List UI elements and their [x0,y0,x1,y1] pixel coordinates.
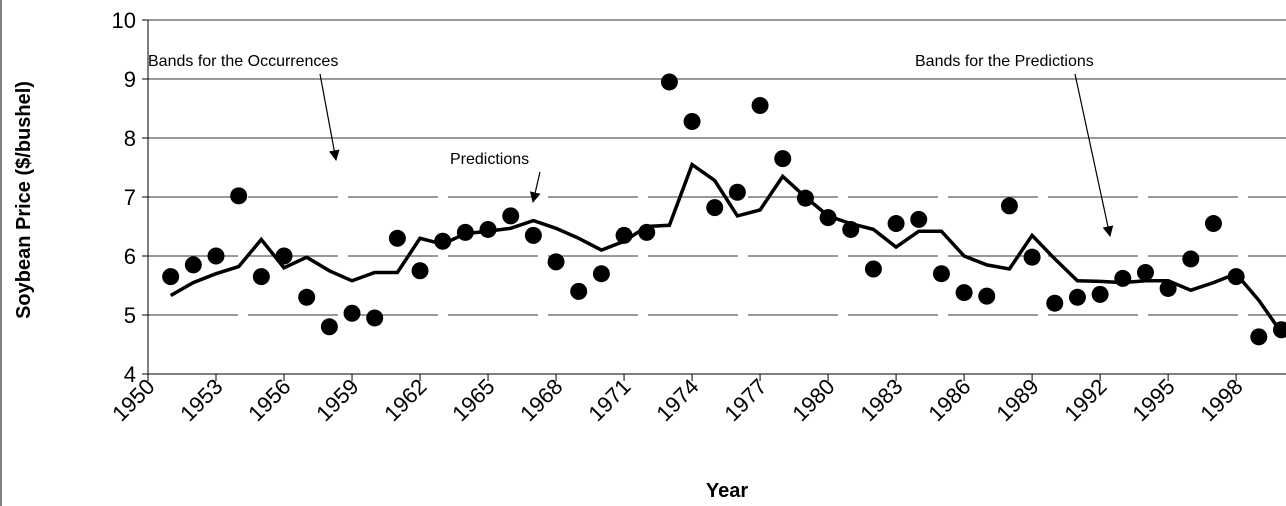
data-point [1046,294,1064,312]
data-point [1136,264,1154,282]
data-point [184,256,202,274]
data-point [320,318,338,336]
x-tick-label: 1983 [855,374,907,426]
prediction-line [169,161,1283,334]
data-point [388,229,406,247]
data-point [955,284,973,302]
x-tick-label: 1968 [515,374,567,426]
data-point [1159,279,1177,297]
x-tick-label: 1986 [923,374,975,426]
data-point [1000,197,1018,215]
data-point [1068,288,1086,306]
data-point [774,150,792,168]
data-point [615,226,633,244]
y-tick-label: 4 [124,362,136,387]
data-point [343,304,361,322]
annotation: Bands for the Predictions [915,53,1094,70]
data-point [1204,215,1222,233]
annotation-arrow [529,171,541,204]
x-tick-label: 1995 [1127,374,1179,426]
data-point [1250,328,1268,346]
x-tick-label: 1974 [651,374,703,426]
data-point [502,207,520,225]
data-point [275,247,293,265]
data-point [456,223,474,241]
data-point [592,265,610,283]
x-tick-label: 1959 [311,374,363,426]
data-point [1182,250,1200,268]
annotation: Bands for the Occurrences [148,53,338,70]
data-point [1227,268,1245,286]
x-tick-label: 1989 [991,374,1043,426]
data-point [819,209,837,227]
data-point [207,247,225,265]
x-tick-label: 1953 [175,374,227,426]
annotation: Predictions [450,151,529,168]
y-tick-label: 6 [124,244,136,269]
data-point [570,282,588,300]
data-point [1114,269,1132,287]
data-point [434,232,452,250]
data-point [910,210,928,228]
data-point [230,187,248,205]
y-tick-label: 10 [112,8,136,33]
x-tick-label: 1992 [1059,374,1111,426]
data-point [796,189,814,207]
data-point [411,262,429,280]
data-point [932,265,950,283]
data-point [660,73,678,91]
data-point [864,260,882,278]
x-tick-label: 1971 [583,374,635,426]
data-point [298,288,316,306]
y-tick-label: 5 [124,303,136,328]
x-tick-label: 1977 [719,374,771,426]
data-point [751,97,769,115]
y-tick-label: 8 [124,126,136,151]
data-point [1091,285,1109,303]
y-axis-title: Soybean Price ($/bushel) [13,81,35,319]
data-point [1023,248,1041,266]
annotation-arrow [319,73,340,162]
y-tick-label: 9 [124,67,136,92]
x-tick-label: 1956 [243,374,295,426]
x-tick-label: 1962 [379,374,431,426]
data-point [978,287,996,305]
x-axis-title: Year [706,480,748,502]
data-point [547,253,565,271]
x-tick-label: 1950 [107,374,159,426]
data-point [887,215,905,233]
data-point [638,223,656,241]
data-point [524,226,542,244]
data-point [252,268,270,286]
x-tick-label: 1965 [447,374,499,426]
data-point [842,220,860,238]
data-point [706,199,724,217]
y-tick-label: 7 [124,185,136,210]
annotation-arrow [1074,73,1114,238]
data-point [1272,321,1286,339]
data-point [162,268,180,286]
x-tick-label: 1998 [1195,374,1247,426]
data-point [683,112,701,130]
data-point [728,183,746,201]
data-point [479,220,497,238]
x-tick-label: 1980 [787,374,839,426]
data-point [366,309,384,327]
